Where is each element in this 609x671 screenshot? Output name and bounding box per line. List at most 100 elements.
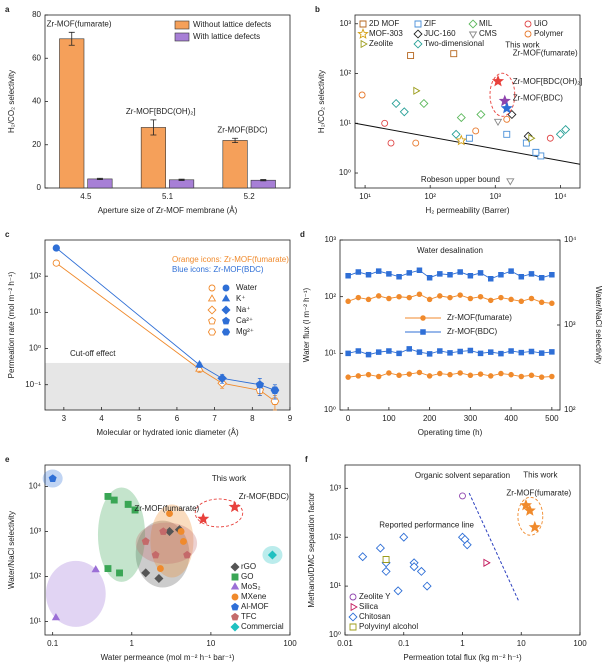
x-tick-label: 5 (137, 414, 142, 423)
bar-annotation: Zr-MOF(fumarate) (47, 19, 112, 28)
y-tick-label: 10² (324, 292, 336, 301)
legend-label: CMS (479, 29, 497, 38)
legend-marker (208, 316, 216, 325)
data-point (399, 532, 409, 542)
data-point (345, 298, 351, 305)
data-point (467, 272, 474, 279)
data-point (538, 299, 545, 306)
y-tick-label: 10³ (329, 483, 341, 492)
note: This work (523, 470, 558, 479)
legend-label: 2D MOF (369, 19, 399, 28)
y-tick-label: 10¹ (329, 581, 341, 590)
bar (222, 140, 248, 189)
legend-label: Zr-MOF(BDC) (447, 327, 498, 336)
y2-tick-label: 10⁴ (564, 235, 577, 244)
legend-marker (231, 573, 239, 581)
data-point (416, 291, 423, 297)
data-point (419, 98, 429, 109)
data-point (503, 130, 511, 138)
x-tick-label: 0.1 (398, 639, 410, 648)
data-point (498, 370, 504, 377)
data-point (457, 292, 463, 298)
bar (169, 179, 195, 189)
y-tick-label: 10¹ (29, 617, 41, 626)
data-point (391, 98, 401, 109)
data-point (345, 374, 351, 380)
data-point (345, 350, 351, 357)
data-point (358, 552, 368, 562)
data-point (386, 295, 392, 302)
data-point (437, 271, 443, 277)
data-point (447, 371, 453, 378)
legend-marker (230, 622, 240, 632)
error-bar (96, 177, 103, 180)
point-label: Zr-MOF[BDC(OH)₂] (513, 77, 583, 86)
data-point (382, 556, 390, 563)
data-point (406, 371, 413, 377)
data-point (345, 272, 351, 279)
data-point (523, 131, 533, 141)
data-point (267, 550, 277, 560)
y-tick-label: 0 (37, 183, 42, 192)
legend-label: Without lattice defects (193, 20, 271, 29)
y-tick-label: 10¹ (324, 348, 336, 357)
data-point (412, 139, 420, 147)
data-point (498, 294, 504, 301)
data-point (450, 50, 458, 58)
y-tick-label: 10² (329, 532, 341, 541)
this-work-point (491, 74, 505, 87)
data-point (375, 373, 382, 380)
y-tick-label: 10² (339, 69, 351, 78)
x-tick-label: 10⁴ (554, 192, 567, 201)
legend-marker (221, 294, 231, 302)
cutoff-label: Cut-off effect (70, 349, 116, 358)
legend-label: Zeolite Y (359, 592, 391, 601)
data-point (472, 127, 480, 135)
data-point (396, 372, 402, 379)
data-point (538, 274, 545, 281)
x-tick-label: 0.01 (337, 639, 353, 648)
legend-label: Blue icons: Zr-MOF(BDC) (172, 265, 264, 274)
data-point (416, 349, 423, 355)
data-point (477, 371, 484, 377)
legend-marker (207, 328, 217, 336)
x-tick-label: 10² (424, 192, 436, 201)
line-label: Reported performance line (379, 521, 474, 530)
error-bar (178, 178, 185, 181)
data-point (270, 397, 280, 405)
data-point (549, 349, 555, 355)
data-point (487, 349, 494, 355)
x-tick-label: 1 (460, 639, 465, 648)
x-tick-label: 9 (288, 414, 293, 423)
data-point (386, 271, 392, 277)
legend-label: Water (236, 283, 257, 292)
data-point (457, 370, 463, 376)
error-bar (68, 31, 75, 46)
y-tick-label: 10¹ (339, 118, 351, 127)
data-point (426, 373, 433, 379)
data-point (355, 348, 362, 354)
legend-marker (348, 612, 358, 622)
data-point (141, 568, 151, 578)
plot-frame (339, 239, 561, 411)
data-point (375, 543, 385, 553)
point-label: Zr-MOF(fumarate) (506, 488, 571, 497)
legend-label: Silica (359, 602, 379, 611)
panel-label: a (5, 5, 10, 14)
y2-tick-label: 10³ (564, 320, 576, 329)
this-work-point (528, 520, 541, 533)
point-label: Zr-MOF(fumarate) (134, 504, 199, 513)
data-point (459, 492, 466, 500)
data-point (177, 528, 185, 535)
y-tick-label: 20 (32, 140, 41, 149)
this-work-ellipse (194, 498, 244, 528)
legend-marker (524, 30, 532, 38)
bar-annotation: Zr-MOF(BDC) (217, 125, 268, 134)
panel-label: f (305, 455, 308, 464)
x-tick-label: 100 (382, 414, 396, 423)
this-work-ellipse (489, 72, 516, 117)
x-tick-label: 10³ (490, 192, 502, 201)
data-point (131, 506, 139, 514)
data-point (386, 370, 392, 376)
region (135, 520, 190, 588)
